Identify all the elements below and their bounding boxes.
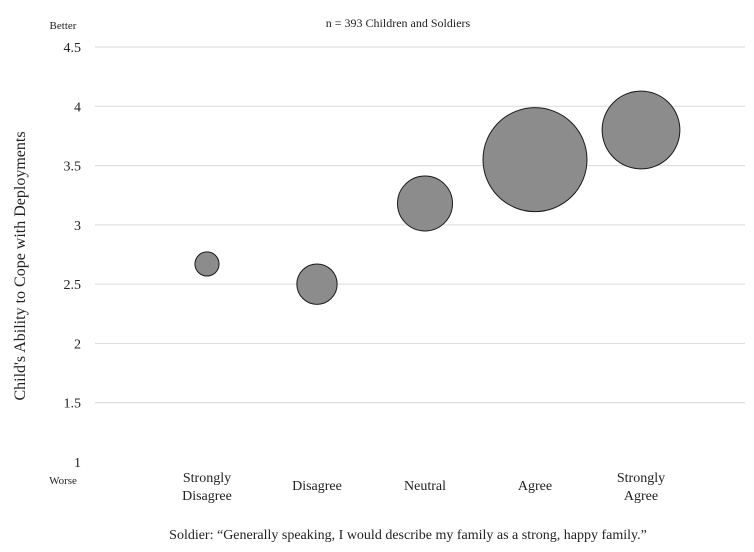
bubble-layer (194, 90, 681, 305)
x-tick-label: Disagree (182, 489, 232, 504)
bubble-point (482, 107, 588, 213)
x-tick-label: Strongly (183, 471, 231, 486)
y-axis-label: Child's Ability to Cope with Deployments (12, 131, 29, 400)
y-tick-label: 3.5 (64, 160, 82, 175)
x-tick-label: Agree (518, 479, 552, 494)
bubble-point (397, 175, 453, 232)
y-tick-label: 2.5 (64, 278, 82, 293)
bubble-point (601, 90, 681, 170)
x-tick-label: Neutral (404, 479, 446, 494)
y-top-annotation: Better (50, 20, 77, 32)
grid-layer (95, 46, 745, 404)
bubble-point (296, 263, 338, 305)
bubble-point (194, 251, 220, 277)
y-tick-label: 3 (74, 219, 81, 234)
x-tick-label: Agree (624, 489, 658, 504)
y-tick-label: 1.5 (64, 397, 82, 412)
x-tick-label: Strongly (617, 471, 665, 486)
y-tick-label: 1 (74, 456, 81, 471)
y-tick-label: 2 (74, 337, 81, 352)
y-tick-label: 4.5 (64, 41, 82, 56)
chart-title: n = 393 Children and Soldiers (326, 16, 471, 30)
x-tick-label: Disagree (292, 479, 342, 494)
y-tick-label: 4 (74, 100, 81, 115)
y-tick-labels: 1 1.5 2 2.5 3 3.5 4 4.5 (64, 41, 82, 471)
x-tick-labels: Strongly Disagree Disagree Neutral Agree Stro… (182, 471, 665, 504)
y-bottom-annotation: Worse (49, 475, 77, 487)
x-axis-label: Soldier: “Generally speaking, I would de… (169, 528, 647, 543)
